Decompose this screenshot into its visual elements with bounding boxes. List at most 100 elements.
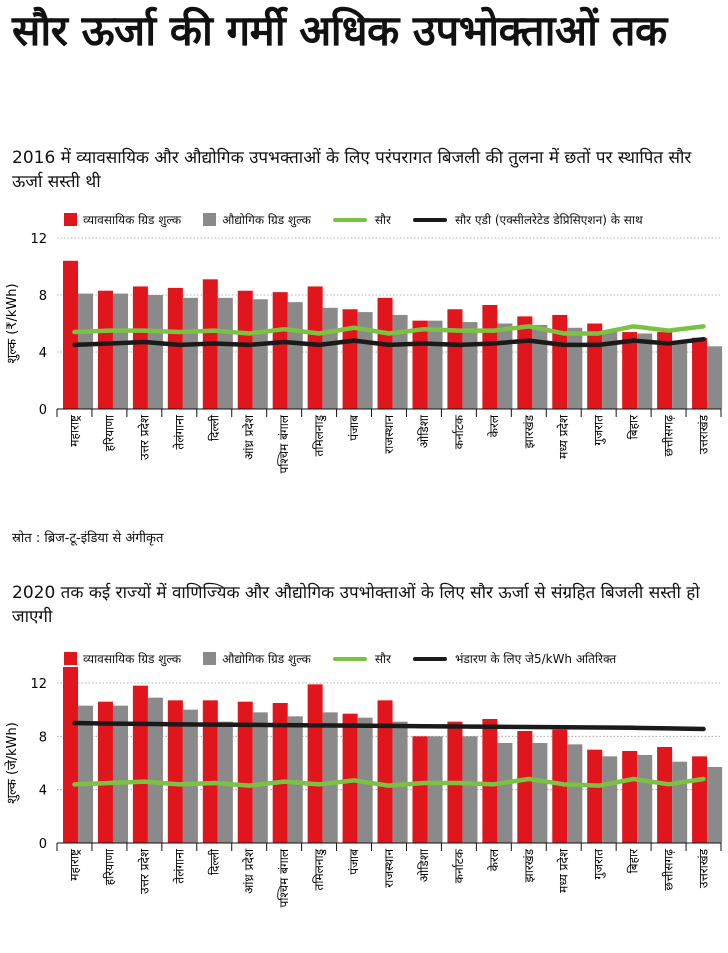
y-tick-label: 12 [30, 677, 47, 692]
bar-commercial [657, 332, 673, 409]
bar-industrial [672, 761, 688, 843]
bar-commercial [517, 731, 533, 843]
bar-commercial [307, 684, 323, 843]
bar-industrial [78, 705, 94, 843]
x-tick-label: छत्तीसगढ़ [662, 415, 676, 457]
y-axis-label: शुल्क (जे/kWh) [4, 722, 20, 804]
legend-solar: सौर [332, 650, 391, 667]
x-tick-label: पश्चिम बंगाल [277, 414, 291, 473]
bar-industrial [707, 346, 723, 409]
bar-commercial [132, 286, 148, 409]
bar-commercial [63, 667, 79, 843]
bar-industrial [147, 697, 163, 843]
source-note: स्रोत : ब्रिज-टू-इंडिया से अंगीकृत [12, 531, 164, 546]
y-tick-label: 0 [39, 837, 47, 852]
x-tick-label: ओडिशा [417, 414, 431, 448]
x-tick-label: आंध्र प्रदेश [242, 848, 256, 894]
x-tick-label: राजस्थान [382, 415, 396, 454]
chart1-legend: व्यावसायिक ग्रिड शुल्क औद्योगिक ग्रिड शु… [64, 211, 665, 228]
bar-industrial [252, 712, 268, 843]
bar-industrial [112, 705, 129, 843]
bar-industrial [602, 330, 618, 409]
bar-industrial [357, 312, 373, 409]
x-tick-label: उत्तराखंड [697, 848, 711, 888]
y-tick-label: 12 [30, 232, 47, 247]
y-tick-label: 8 [39, 289, 47, 304]
x-tick-label: हरियाणा [102, 848, 116, 885]
legend-commercial: व्यावसायिक ग्रिड शुल्क [64, 211, 181, 228]
bar-commercial [377, 700, 393, 843]
bar-industrial [462, 322, 478, 409]
legend-storage: भंडारण के लिए जे5/kWh अतिरिक्त [412, 650, 616, 667]
x-tick-label: महाराष्ट्र [67, 414, 81, 447]
bar-commercial [237, 290, 253, 409]
y-tick-label: 4 [39, 346, 47, 361]
bar-industrial [427, 320, 443, 409]
x-tick-label: मध्य प्रदेश [557, 414, 571, 459]
bar-commercial [692, 756, 708, 843]
x-tick-label: तेलंगाना [172, 414, 186, 450]
bar-commercial [167, 700, 183, 843]
bar-commercial [482, 304, 498, 409]
x-tick-label: आंध्र प्रदेश [242, 414, 256, 460]
bar-commercial [622, 751, 638, 843]
bar-industrial [602, 756, 618, 843]
bar-commercial [202, 700, 218, 843]
y-axis-label: शुल्क (₹/kWh) [5, 283, 20, 363]
x-tick-label: राजस्थान [382, 849, 396, 888]
bar-industrial [182, 709, 198, 843]
x-tick-label: केरल [487, 848, 501, 871]
x-tick-label: उत्तर प्रदेश [137, 848, 151, 894]
chart1-subtitle: 2016 में व्यावसायिक और औद्योगिक उपभक्ताओ… [12, 148, 692, 192]
x-tick-label: दिल्ली [207, 414, 221, 441]
bar-commercial [657, 747, 673, 843]
y-tick-label: 4 [39, 784, 47, 799]
bar-commercial [132, 685, 148, 843]
legend-industrial: औद्योगिक ग्रिड शुल्क [203, 211, 311, 228]
bar-industrial [392, 721, 408, 843]
bar-industrial [707, 767, 723, 843]
y-tick-label: 0 [39, 403, 47, 418]
bar-commercial [272, 292, 288, 409]
bar-commercial [307, 286, 323, 409]
bar-industrial [147, 295, 163, 409]
x-tick-label: बिहार [627, 414, 641, 439]
x-tick-label: महाराष्ट्र [67, 848, 81, 881]
bar-commercial [63, 260, 79, 409]
bar-industrial [462, 736, 478, 843]
x-tick-label: तमिलनाडु [312, 414, 327, 456]
x-tick-label: तेलंगाना [172, 848, 186, 884]
bar-industrial [182, 297, 198, 409]
bar-industrial [672, 343, 688, 409]
bar-commercial [587, 749, 603, 843]
bar-commercial [97, 290, 113, 409]
bar-commercial [377, 297, 393, 409]
bar-industrial [252, 299, 268, 409]
bar-industrial [497, 743, 513, 843]
bar-industrial [567, 744, 583, 843]
bar-industrial [637, 755, 653, 843]
line-solar [72, 324, 706, 336]
bar-commercial [412, 320, 428, 409]
bar-commercial [97, 701, 113, 843]
bar-industrial [287, 302, 303, 409]
x-tick-label: ओडिशा [417, 848, 431, 882]
x-tick-label: कर्नाटक [452, 414, 466, 449]
bar-commercial [272, 703, 288, 843]
x-tick-label: उत्तराखंड [697, 414, 711, 454]
bar-commercial [482, 719, 498, 843]
bar-commercial [412, 736, 428, 843]
x-tick-label: बिहार [627, 848, 641, 873]
legend-commercial: व्यावसायिक ग्रिड शुल्क [64, 650, 181, 667]
page-title: सौर ऊर्जा की गर्मी अधिक उपभोक्ताओं तक [12, 6, 667, 55]
x-tick-label: गुजरात [592, 848, 607, 880]
x-tick-label: पंजाब [347, 414, 361, 441]
bar-commercial [622, 332, 638, 409]
x-tick-label: झारखंड [522, 414, 536, 448]
bar-commercial [342, 309, 358, 409]
x-tick-label: हरियाणा [102, 414, 116, 451]
x-tick-label: कर्नाटक [452, 848, 466, 883]
x-tick-label: गुजरात [592, 414, 607, 446]
bar-industrial [532, 743, 548, 843]
bar-commercial [167, 287, 183, 409]
